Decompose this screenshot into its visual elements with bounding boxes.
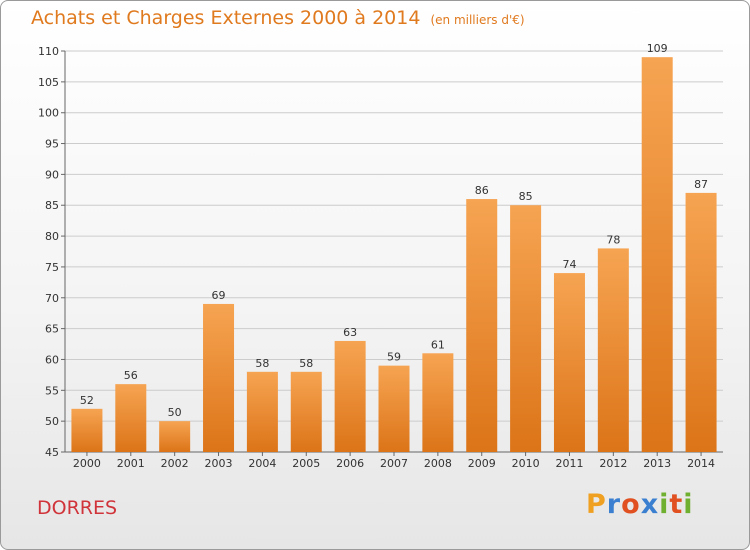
logo-letter: i: [683, 489, 694, 520]
title-text: Achats et Charges Externes 2000 à 2014: [31, 7, 421, 29]
x-tick-label: 2014: [687, 457, 715, 470]
bar: [334, 340, 366, 452]
data-label: 52: [80, 394, 94, 407]
y-tick-label: 80: [45, 230, 59, 243]
x-tick-label: 2002: [161, 457, 189, 470]
data-label: 86: [475, 184, 489, 197]
logo-letter: i: [659, 489, 670, 520]
x-tick-label: 2010: [512, 457, 540, 470]
data-label: 87: [694, 178, 708, 191]
data-label: 69: [212, 289, 226, 302]
bar: [378, 365, 410, 452]
data-label: 61: [431, 338, 445, 351]
bar: [115, 384, 147, 452]
data-label: 74: [562, 258, 576, 271]
y-tick-label: 105: [38, 76, 59, 89]
x-tick-label: 2005: [292, 457, 320, 470]
bar: [597, 248, 629, 452]
y-tick-label: 65: [45, 323, 59, 336]
bar: [203, 303, 235, 452]
bar: [553, 273, 585, 452]
bar: [71, 408, 103, 452]
unit-label: (en milliers d'€): [430, 13, 525, 27]
x-tick-label: 2012: [599, 457, 627, 470]
x-tick-label: 2011: [555, 457, 583, 470]
logo-letter: t: [669, 489, 684, 520]
x-tick-label: 2009: [468, 457, 496, 470]
y-tick-label: 110: [38, 45, 59, 58]
x-tick-label: 2000: [73, 457, 101, 470]
y-tick-label: 85: [45, 199, 59, 212]
data-label: 59: [387, 351, 401, 364]
x-tick-label: 2007: [380, 457, 408, 470]
chart-title: Achats et Charges Externes 2000 à 2014 (e…: [31, 7, 525, 29]
x-tick-label: 2008: [424, 457, 452, 470]
data-label: 58: [299, 357, 313, 370]
x-tick-label: 2013: [643, 457, 671, 470]
bar: [422, 353, 454, 452]
bar: [246, 371, 278, 452]
y-tick-label: 60: [45, 353, 59, 366]
bar: [510, 205, 542, 452]
x-tick-label: 2006: [336, 457, 364, 470]
data-label: 85: [519, 190, 533, 203]
y-tick-label: 45: [45, 446, 59, 459]
data-label: 78: [606, 233, 620, 246]
x-tick-label: 2001: [117, 457, 145, 470]
place-name: DORRES: [37, 497, 118, 519]
data-label: 56: [124, 369, 138, 382]
y-tick-label: 70: [45, 292, 59, 305]
bar: [290, 371, 322, 452]
bar: [685, 192, 717, 452]
y-tick-label: 95: [45, 138, 59, 151]
x-tick-label: 2003: [205, 457, 233, 470]
data-label: 109: [647, 42, 668, 55]
y-tick-label: 90: [45, 168, 59, 181]
y-tick-label: 50: [45, 415, 59, 428]
data-label: 58: [255, 357, 269, 370]
bar: [466, 199, 498, 452]
y-tick-label: 55: [45, 384, 59, 397]
y-tick-label: 75: [45, 261, 59, 274]
logo-letter: r: [606, 489, 622, 520]
data-label: 50: [168, 406, 182, 419]
x-tick-label: 2004: [248, 457, 276, 470]
data-label: 63: [343, 326, 357, 339]
proxiti-logo: Proxiti: [586, 489, 694, 520]
logo-letter: o: [621, 489, 641, 520]
bar: [159, 421, 191, 452]
logo-letter: P: [586, 489, 607, 520]
logo-letter: x: [640, 489, 660, 520]
bar: [641, 57, 673, 453]
y-tick-label: 100: [38, 107, 59, 120]
